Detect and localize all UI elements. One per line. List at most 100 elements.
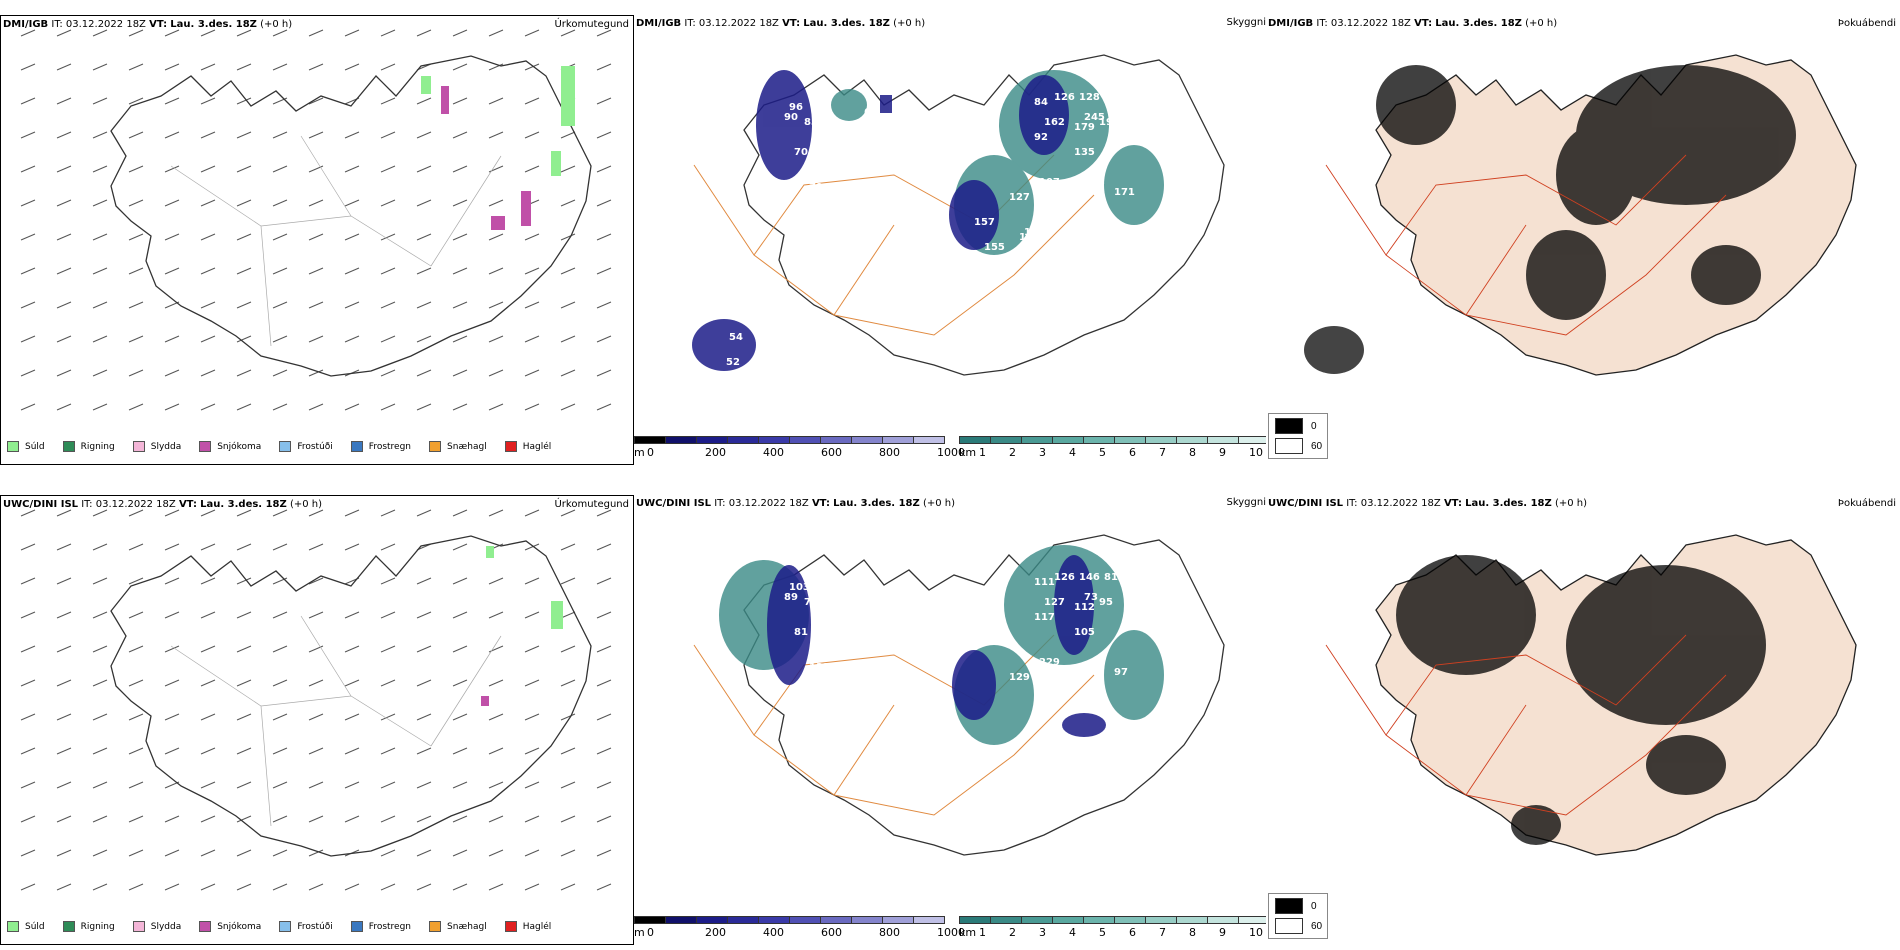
colorbar-cell [883,916,914,924]
visibility-value-label: 101 [1054,677,1075,688]
top-visibility-panel: DMI/IGB IT: 03.12.2022 18Z VT: Lau. 3.de… [634,15,1266,463]
colorbar-cell [697,916,728,924]
visibility-value-label: 84 [1034,97,1048,108]
top-fog-header: DMI/IGB IT: 03.12.2022 18Z VT: Lau. 3.de… [1268,18,1558,29]
top-fog-panel: DMI/IGB IT: 03.12.2022 18Z VT: Lau. 3.de… [1266,15,1900,415]
colorbar-tick: 7 [1159,926,1166,939]
legend-item: Haglél [504,441,551,452]
visibility-value-label: 190 [1099,117,1120,128]
bottom-fog-header: UWC/DINI ISL IT: 03.12.2022 18Z VT: Lau.… [1268,498,1588,509]
colorbar-tick: 7 [1159,446,1166,459]
colorbar-cell [1239,436,1266,444]
bottom-fog-map [1325,534,1857,856]
colorbar-cell [790,436,821,444]
visibility-value-label: 135 [1074,147,1095,158]
colorbar-cell [852,916,883,924]
visibility-value-label: 95 [1099,597,1113,608]
legend-label: Slydda [150,441,182,452]
visibility-value-label: 73 [1084,592,1098,603]
colorbar-cell [1022,916,1053,924]
legend-item: Súld [7,921,45,932]
legend-label: Slydda [150,921,182,932]
legend-swatch [132,441,145,452]
top-precip-panel: DMI/IGB IT: 03.12.2022 18Z VT: Lau. 3.de… [0,15,634,465]
legend-swatch [504,921,517,932]
colorbar-tick: 9 [1219,446,1226,459]
legend-swatch [429,921,442,932]
top-precip-legend: Súld Rigning Slydda Snjókoma Frostúði Frostre… [7,441,551,452]
colorbar-cell [697,436,728,444]
visibility-value-label: 127 [1044,597,1065,608]
visibility-value-label: 127 [1024,227,1045,238]
colorbar-cell [852,436,883,444]
legend-item: Frostúði [279,441,333,452]
top-visibility-ticks-km: km 1 2 3 4 5 6 7 8 9 10 [959,446,1266,460]
legend-swatch [504,441,517,452]
visibility-value-label: 146 [1079,572,1100,583]
visibility-value-label: 130 [1019,232,1040,243]
legend-swatch [199,441,212,452]
visibility-value-label: 84 [864,587,878,598]
bottom-precip-product: Úrkomutegund [554,499,629,510]
legend-label: Snæhagl [447,441,487,452]
legend-swatch [350,921,363,932]
top-visibility-header: DMI/IGB IT: 03.12.2022 18Z VT: Lau. 3.de… [636,18,926,29]
colorbar-tick: 6 [1129,926,1136,939]
visibility-value-label: 155 [984,242,1005,253]
colorbar-cell [1239,916,1266,924]
colorbar-cell [1053,436,1084,444]
legend-swatch [279,921,292,932]
legend-item: Haglél [504,921,552,932]
colorbar-tick: 200 [705,446,726,459]
top-precip-header: DMI/IGB IT: 03.12.2022 18Z VT: Lau. 3.de… [3,19,293,30]
bottom-visibility-header: UWC/DINI ISL IT: 03.12.2022 18Z VT: Lau.… [636,498,956,509]
top-visibility-colorbar-km [959,436,1266,444]
bottom-visibility-ticks-m: m 0 200 400 600 800 1000 [634,926,965,940]
colorbar-tick: 1 [979,926,986,939]
visibility-value-label: 89 [784,592,798,603]
visibility-value-label: 131 [809,662,830,673]
colorbar-unit: m [634,926,645,939]
bottom-precip-map [20,509,612,891]
legend-swatch [350,441,363,452]
top-precip-product: Úrkomutegund [554,19,629,30]
colorbar-tick: 400 [763,446,784,459]
bottom-fog-legend: 0 60 [1268,893,1328,939]
visibility-value-label: 118 [1104,92,1125,103]
legend-label: Haglél [522,921,552,932]
colorbar-tick: 5 [1099,926,1106,939]
top-fog-legend: 0 60 [1268,413,1328,459]
colorbar-tick: 10 [1249,446,1263,459]
visibility-value-label: 107 [1039,177,1060,188]
colorbar-cell [914,916,945,924]
colorbar-cell [1115,916,1146,924]
colorbar-tick: 4 [1069,926,1076,939]
legend-label: Frostúði [297,441,333,452]
visibility-value-label: 186 [1084,662,1105,673]
legend-swatch [62,441,75,452]
colorbar-cell [914,436,945,444]
visibility-value-label: 81 [1104,572,1118,583]
colorbar-cell [634,916,666,924]
bottom-fog-product: Þokuábendi [1837,498,1896,509]
colorbar-tick: 0 [647,446,654,459]
visibility-value-label: 70 [804,597,818,608]
visibility-value-label: 90 [784,112,798,123]
colorbar-tick: 6 [1129,446,1136,459]
legend-label: Súld [25,921,45,932]
legend-label: Rigning [80,441,115,452]
bottom-visibility-panel: UWC/DINI ISL IT: 03.12.2022 18Z VT: Lau.… [634,495,1266,943]
legend-label: Frostregn [368,921,412,932]
legend-label: Frostúði [297,921,333,932]
colorbar-tick: 3 [1039,446,1046,459]
legend-swatch [132,921,145,932]
legend-item: Frostregn [350,441,411,452]
top-fog-map [1304,54,1857,376]
colorbar-unit: m [634,446,645,459]
colorbar-cell [991,436,1022,444]
top-visibility-colorbar-m [634,436,945,444]
colorbar-cell [959,436,991,444]
colorbar-cell [991,916,1022,924]
